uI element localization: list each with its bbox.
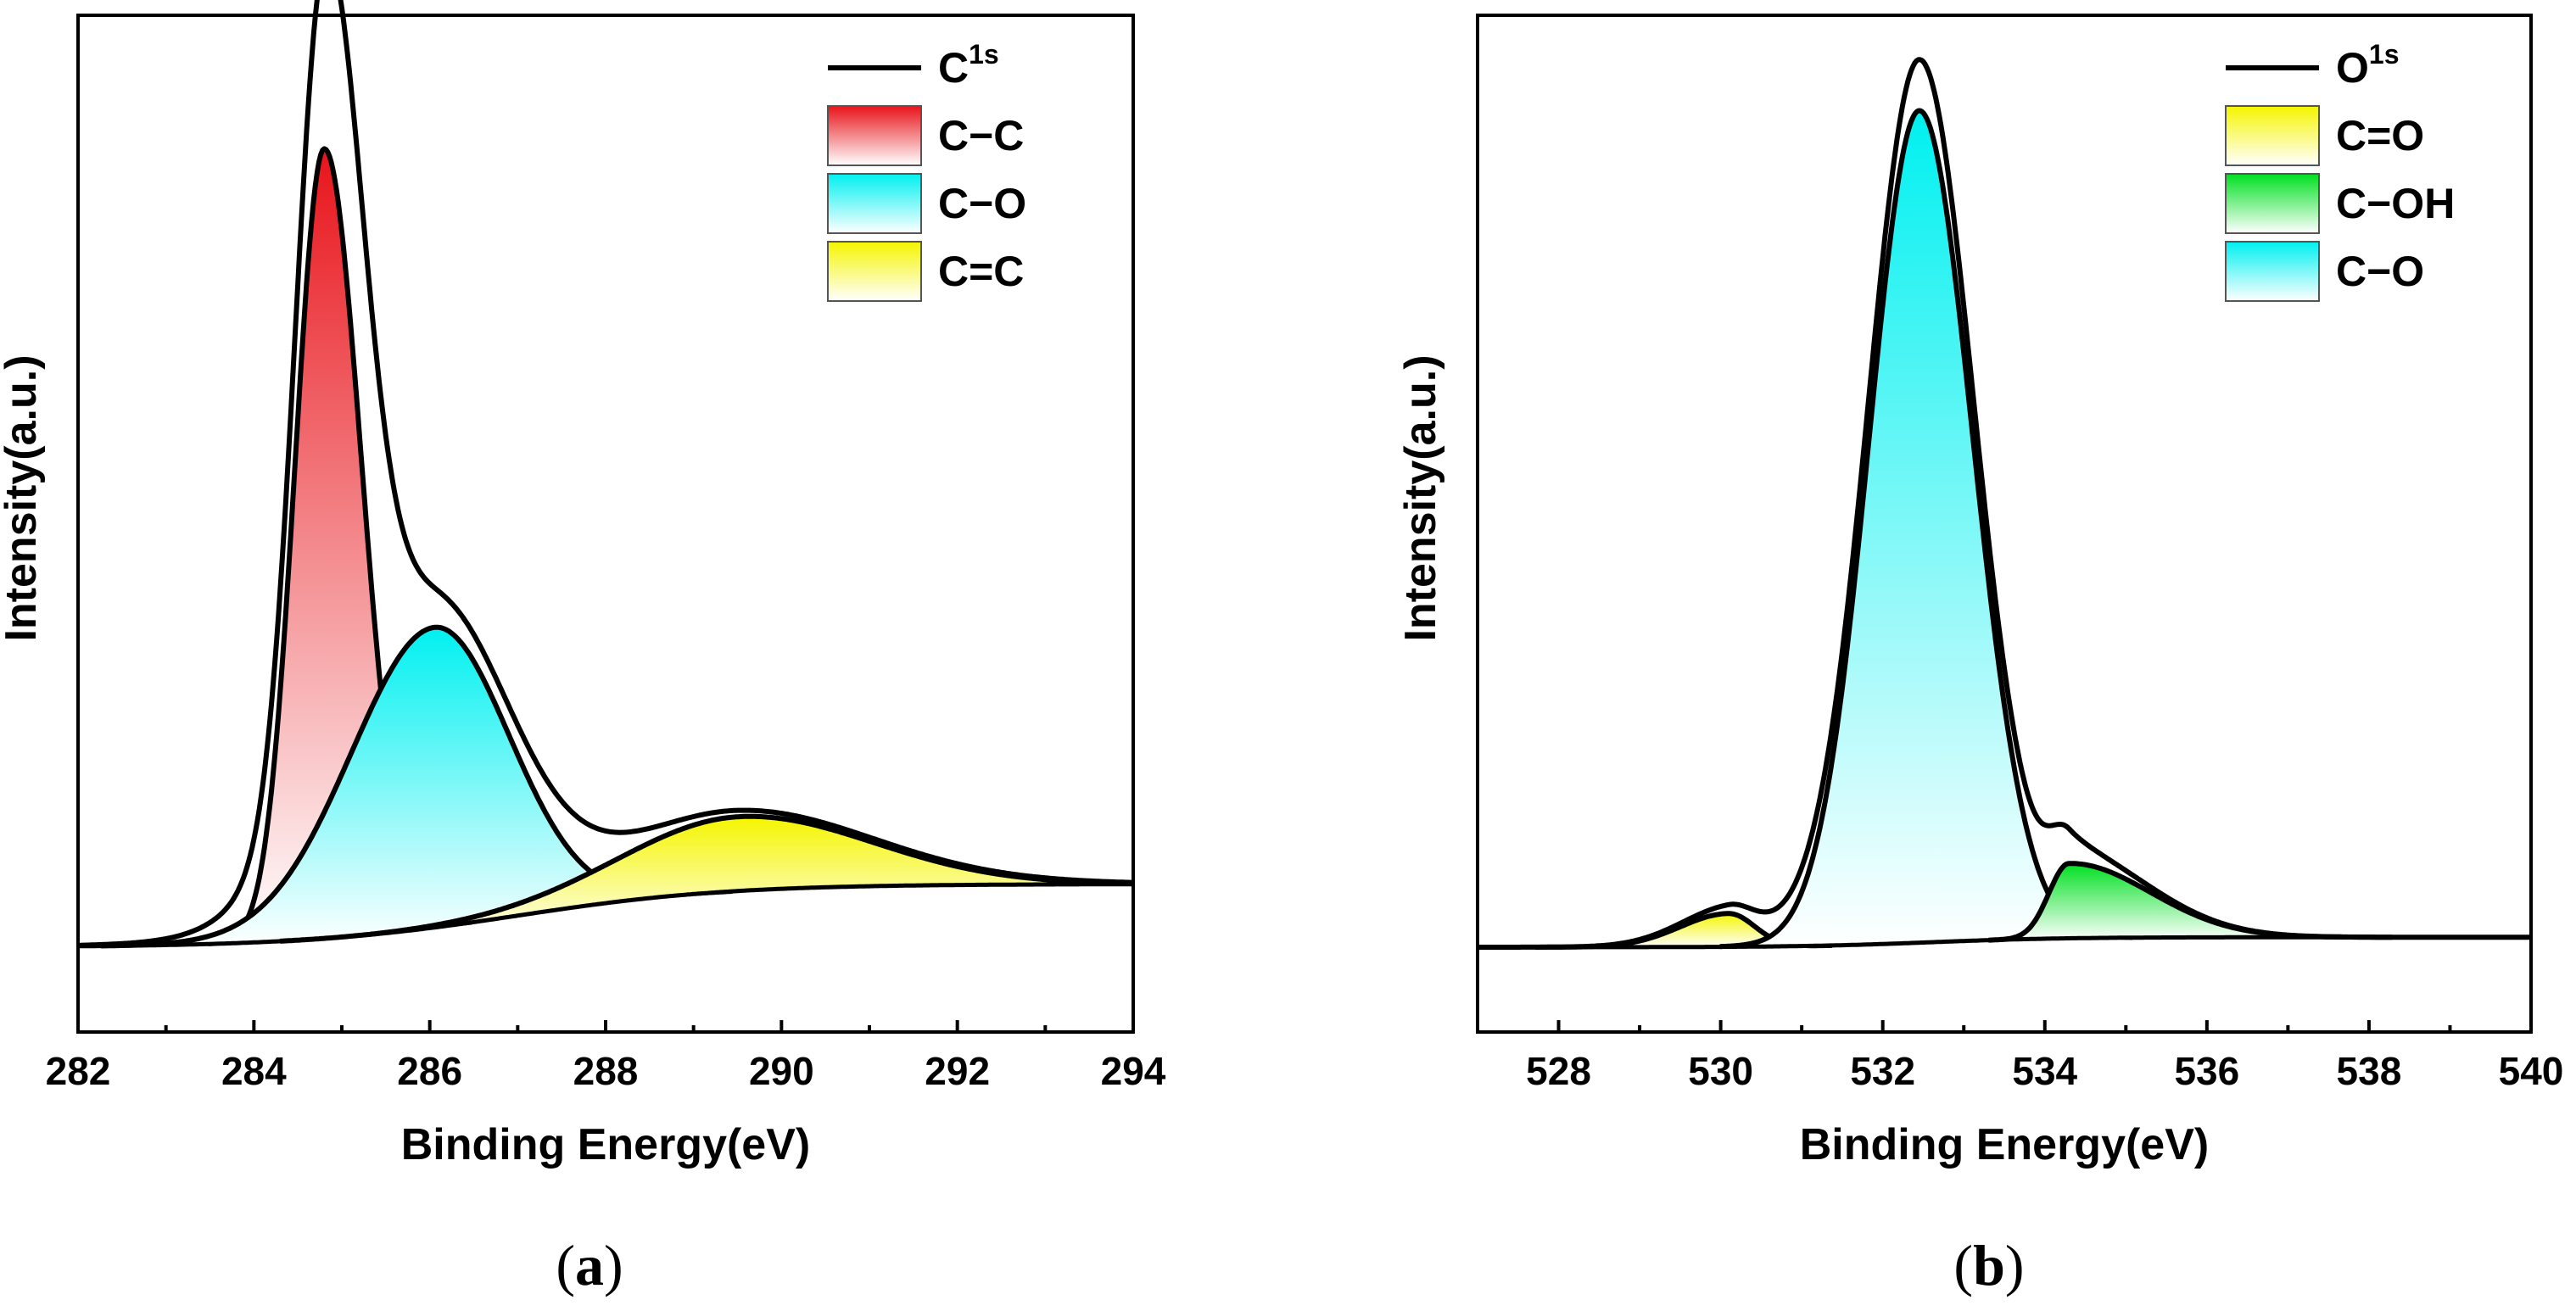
panel-b-x-tick-label: 538 (2337, 1049, 2402, 1093)
panel-a-baseline (77, 882, 1133, 949)
panel-a-x-axis-label: Binding Energy(eV) (401, 1120, 810, 1169)
panel-b-axes-frame (1476, 14, 2533, 1034)
panel-b-peak-fill-ceqo (1535, 913, 1833, 947)
panel-a-caption: (a) (556, 1233, 623, 1297)
panel-a-x-ticks: 282 284 286 288 290 292 294 (46, 1020, 1166, 1093)
panel-a-x-tick-label: 294 (1101, 1049, 1166, 1093)
legend-label: C−O (938, 180, 1026, 227)
panel-a-x-tick-label: 290 (749, 1049, 814, 1093)
legend-color-swatch (827, 173, 922, 234)
panel-b-peak-fill-c-o (1719, 110, 2133, 947)
panel-a-envelope-line (77, 0, 1134, 948)
panel-b-peak-fill-c-oh (1988, 863, 2393, 940)
panel-a-x-tick-label: 286 (397, 1049, 462, 1093)
legend-label: C=O (2336, 112, 2424, 159)
panel-b-x-axis-label: Binding Energy(eV) (1800, 1120, 2209, 1169)
panel-b-x-tick-label: 528 (1526, 1049, 1591, 1093)
panel-b-envelope-line (1477, 57, 2532, 950)
panel-b-plot-marks (1477, 57, 2532, 950)
legend-color-swatch (827, 241, 922, 302)
panel-a-x-tick-label: 282 (46, 1049, 111, 1093)
panel-a-peak-fill-c-c (208, 148, 472, 945)
panel-a-peak-fill-ceqc (280, 816, 1133, 941)
panel-b-y-axis-label: Intensity(a.u.) (1396, 354, 1445, 641)
legend-color-swatch (2225, 173, 2320, 234)
panel-b-x-tick-label: 532 (1850, 1049, 1915, 1093)
legend-label: C−O (2336, 248, 2424, 295)
panel-b: 528 530 532 534 536 538 540 Binding Energy(eV)… (1396, 14, 2563, 1297)
panel-a-plot-marks (77, 0, 1134, 949)
legend-color-swatch (2225, 105, 2320, 166)
panel-b-caption: (b) (1953, 1233, 2024, 1297)
panel-b-caption-letter: b (1973, 1233, 2005, 1297)
panel-a-x-tick-label: 284 (221, 1049, 287, 1093)
panel-a-legend: C1s C−C C−O C=C (827, 39, 1026, 302)
panel-b-x-tick-label: 540 (2499, 1049, 2564, 1093)
panel-a-x-tick-label: 288 (573, 1049, 639, 1093)
legend-label: C−C (938, 112, 1024, 159)
panel-b-legend: O1s C=O C−OH C−O (2225, 39, 2455, 302)
panel-b-x-tick-label: 536 (2174, 1049, 2239, 1093)
legend-label: C−OH (2336, 180, 2455, 227)
legend-label: C1s (938, 39, 999, 92)
panel-a-peak-fill-c-o (101, 627, 733, 946)
panel-b-x-tick-label: 534 (2012, 1049, 2077, 1093)
panel-a-caption-letter: a (575, 1233, 604, 1297)
legend-color-swatch (827, 105, 922, 166)
legend-color-swatch (2225, 241, 2320, 302)
panel-a: 282 284 286 288 290 292 294 Binding Energy(eV)… (0, 0, 1166, 1297)
panel-b-x-ticks: 528 530 532 534 536 538 540 (1526, 1020, 2563, 1093)
panel-a-y-axis-label: Intensity(a.u.) (0, 354, 46, 641)
legend-label: O1s (2336, 39, 2400, 92)
legend-label: C=C (938, 248, 1024, 295)
panel-a-x-tick-label: 292 (925, 1049, 990, 1093)
panel-b-x-tick-label: 530 (1688, 1049, 1753, 1093)
